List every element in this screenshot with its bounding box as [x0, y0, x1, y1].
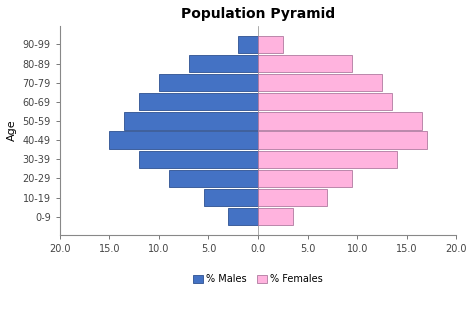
Bar — [238, 36, 258, 53]
Bar — [258, 131, 427, 149]
Bar — [228, 208, 258, 225]
Y-axis label: Age: Age — [7, 120, 17, 141]
Bar — [258, 112, 421, 129]
Bar — [258, 55, 352, 72]
Title: Population Pyramid: Population Pyramid — [181, 7, 335, 21]
Bar — [258, 93, 392, 111]
Bar — [258, 170, 352, 187]
Bar — [139, 151, 258, 168]
Bar — [203, 189, 258, 206]
Bar — [124, 112, 258, 129]
Bar — [189, 55, 258, 72]
Bar — [159, 74, 258, 91]
Bar — [169, 170, 258, 187]
Bar — [258, 151, 397, 168]
Legend: % Males, % Females: % Males, % Females — [189, 270, 327, 288]
Bar — [258, 36, 283, 53]
Bar — [258, 74, 382, 91]
Bar — [258, 208, 293, 225]
Bar — [109, 131, 258, 149]
Bar — [139, 93, 258, 111]
Bar — [258, 189, 328, 206]
